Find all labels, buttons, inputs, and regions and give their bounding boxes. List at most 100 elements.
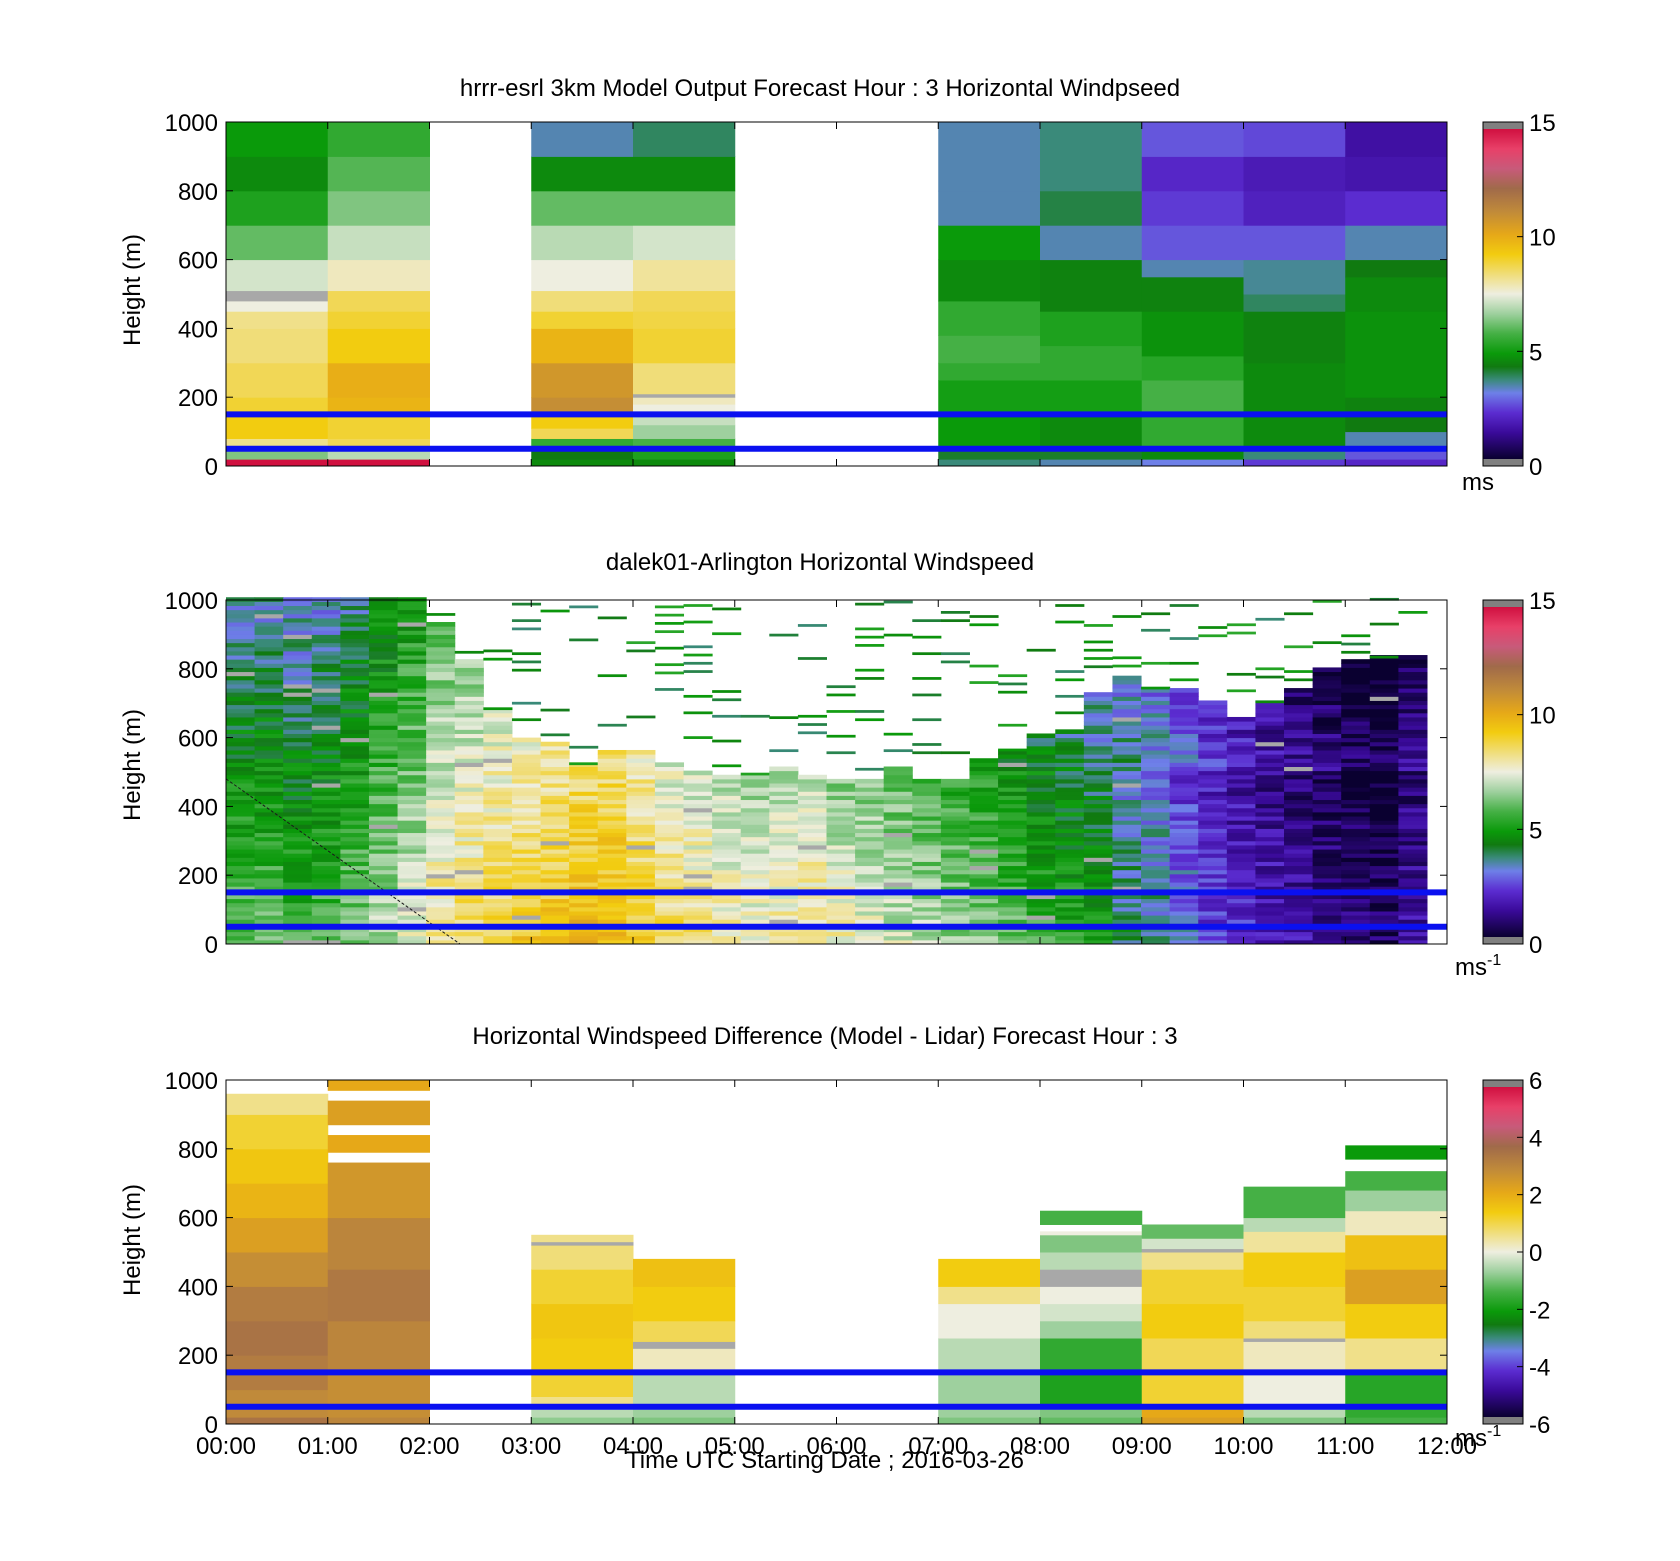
heatmap-cell [226,919,256,924]
heatmap-cell [569,799,599,805]
heatmap-cell [283,886,313,891]
heatmap-cell [1055,820,1085,825]
heatmap-cell [311,679,341,685]
heatmap-cell [683,869,713,875]
heatmap-cell [483,749,513,755]
heatmap-cell [1312,791,1342,796]
heatmap-cell [769,816,799,821]
colorbar-tick-label: 6 [1529,1068,1542,1095]
heatmap-cell [969,803,999,809]
heatmap-cell [969,882,999,887]
heatmap-cell [397,708,427,714]
heatmap-cell [1226,816,1256,821]
heatmap-cell [511,836,542,842]
heatmap-cell [1141,828,1171,834]
heatmap-cell [368,877,399,883]
heatmap-cell [454,774,484,780]
heatmap-cell [1055,694,1085,698]
heatmap-cell [1141,190,1244,226]
heatmap-cell [340,857,370,862]
heatmap-cell [1312,865,1342,871]
heatmap-cell [938,448,1041,460]
heatmap-cell [483,799,513,805]
heatmap-cell [368,882,399,887]
heatmap-cell [712,832,742,838]
heatmap-cell [1026,778,1056,784]
heatmap-cell [226,626,256,631]
heatmap-cell [1312,902,1342,908]
heatmap-cell [283,609,313,615]
heatmap-cell [912,795,942,801]
heatmap-cell [1083,836,1113,842]
heatmap-cell [1341,906,1371,912]
heatmap-cell [1040,1286,1143,1305]
heatmap-cell [1055,836,1085,842]
heatmap-cell [1226,762,1256,767]
heatmap-cell [998,898,1028,904]
heatmap-cell [368,721,399,726]
heatmap-cell [1141,612,1171,616]
heatmap-cell [540,787,570,792]
heatmap-cell [283,745,313,751]
heatmap-cell [1141,811,1171,817]
heatmap-cell [540,931,570,937]
heatmap-cell [368,630,399,635]
heatmap-cell [654,865,685,871]
heatmap-cell [1255,766,1285,772]
heatmap-cell [254,721,284,726]
heatmap-cell [797,723,827,726]
heatmap-cell [283,906,313,912]
heatmap-cell [683,820,713,825]
heatmap-cell [540,774,570,780]
heatmap-cell [1198,869,1228,875]
heatmap-cell [740,935,770,941]
heatmap-cell [1112,754,1142,759]
heatmap-cell [1055,849,1085,854]
heatmap-cell [1040,311,1143,347]
heatmap-cell [969,919,999,924]
heatmap-cell [540,869,570,875]
heatmap-cell [340,679,370,685]
heatmap-cell [283,915,313,920]
heatmap-cell [226,630,256,635]
heatmap-cell [940,787,970,792]
heatmap-cell [397,836,427,842]
diagonal-artifact-line [225,778,461,945]
heatmap-cell [912,939,942,945]
heatmap-cell [1055,678,1085,682]
heatmap-cell [940,935,970,941]
heatmap-cell [511,894,542,900]
heatmap-cell [797,873,827,879]
heatmap-cell [855,668,885,672]
heatmap-cell [311,675,341,681]
heatmap-cell [1169,935,1199,941]
heatmap-cell [1198,840,1228,846]
heatmap-cell [683,915,713,920]
heatmap-cell [1169,733,1199,739]
heatmap-cell [1198,873,1228,879]
heatmap-cell [1226,689,1256,693]
heatmap-cell [712,607,742,611]
heatmap-cell [1226,795,1256,801]
heatmap-cell [1284,733,1314,739]
heatmap-cell [1369,733,1399,739]
heatmap-cell [855,939,885,945]
heatmap-cell [1312,840,1342,846]
heatmap-cell [740,927,770,933]
heatmap-cell [633,1417,736,1425]
heatmap-cell [1243,1372,1346,1408]
heatmap-cell [426,828,456,834]
heatmap-cell [1312,696,1342,701]
x-tick-label: 02:00 [399,1433,459,1460]
heatmap-cell [1169,931,1199,937]
heatmap-cell [1198,708,1228,714]
heatmap-cell [1255,807,1285,813]
heatmap-cell [1398,683,1428,689]
heatmap-cell [1345,225,1448,261]
heatmap-cell [397,626,427,631]
heatmap-cell [426,749,456,755]
heatmap-cell [712,787,742,792]
heatmap-cell [1226,729,1256,734]
heatmap-cell [1141,1338,1244,1373]
heatmap-cell [940,840,970,846]
